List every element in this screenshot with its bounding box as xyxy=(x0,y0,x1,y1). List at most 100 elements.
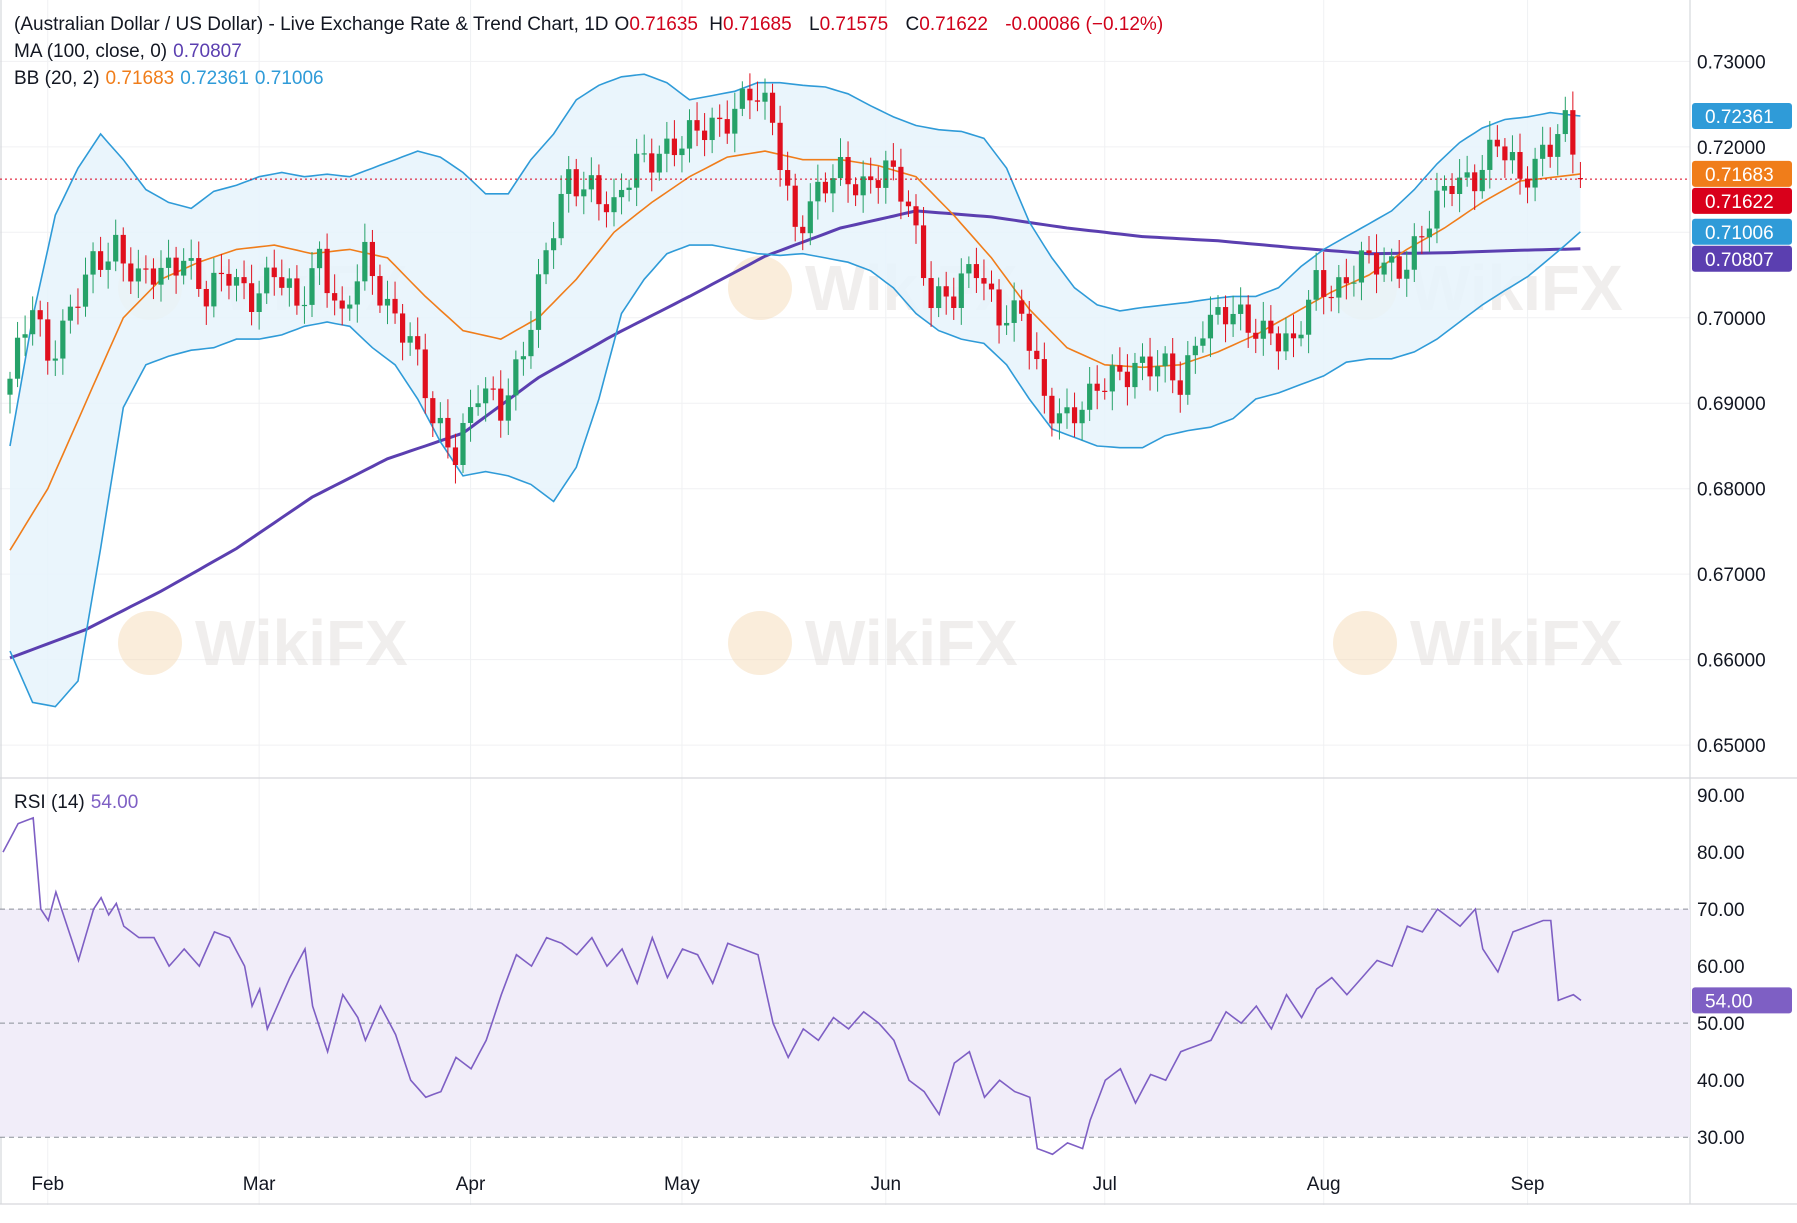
candle xyxy=(384,280,391,325)
candle xyxy=(1411,223,1417,282)
rsi-badge: 54.00 xyxy=(1692,987,1792,1014)
candle-body xyxy=(1441,185,1448,191)
candle xyxy=(1056,398,1063,440)
candle-body xyxy=(1222,307,1229,325)
candle-body xyxy=(943,286,949,297)
watermark-text: WikiFX xyxy=(1410,607,1623,679)
candle-body xyxy=(490,388,496,390)
candle-body xyxy=(1426,228,1432,238)
candle-body xyxy=(649,153,655,173)
candle xyxy=(128,247,134,295)
candle xyxy=(332,274,338,316)
candle xyxy=(1358,241,1365,301)
candle-body xyxy=(581,189,587,197)
candle xyxy=(966,256,972,288)
candle xyxy=(1426,210,1432,253)
rsi-badge-label: 54.00 xyxy=(1705,991,1753,1012)
candle-body xyxy=(1004,322,1010,326)
candle xyxy=(1381,247,1387,282)
bb-upper-path xyxy=(9,73,1581,447)
candle-body xyxy=(203,288,209,307)
watermark-logo-icon xyxy=(728,256,792,320)
candle xyxy=(943,271,949,315)
bb-upper-value: 0.72361 xyxy=(180,68,249,89)
candle xyxy=(98,236,104,278)
candle-body xyxy=(1306,299,1312,335)
candle xyxy=(1192,336,1198,374)
candle xyxy=(656,145,662,181)
candle xyxy=(1494,125,1500,158)
candle-body xyxy=(60,320,66,359)
candle xyxy=(875,166,881,204)
candle-body xyxy=(1321,270,1327,297)
rsi-value: 54.00 xyxy=(90,792,139,813)
candle xyxy=(1457,159,1463,213)
candles xyxy=(7,73,1583,484)
candle-body xyxy=(754,100,761,102)
candle xyxy=(392,281,398,324)
price-badge-bg xyxy=(1692,102,1792,129)
candle-body xyxy=(1419,236,1425,238)
candle xyxy=(218,254,224,292)
candle-body xyxy=(1290,333,1297,339)
candle-body xyxy=(792,185,798,227)
price-badge-bg xyxy=(1692,160,1792,187)
candle xyxy=(1328,285,1334,312)
rsi-tick-label: 40.00 xyxy=(1697,1071,1745,1092)
candle-body xyxy=(1577,178,1583,180)
candle-body xyxy=(558,193,564,239)
candle-body xyxy=(52,358,58,361)
candle xyxy=(203,280,209,325)
candle xyxy=(1049,387,1055,437)
candle-body xyxy=(936,286,942,309)
candle xyxy=(815,164,821,220)
price-badge-label: 0.71006 xyxy=(1705,223,1774,244)
candle xyxy=(1555,124,1561,176)
candle xyxy=(1109,354,1115,411)
candle-body xyxy=(1283,333,1289,352)
candle-body xyxy=(90,251,96,275)
candle xyxy=(1094,365,1100,410)
candle xyxy=(120,227,126,282)
candle xyxy=(724,100,730,144)
candle xyxy=(354,264,360,323)
candle xyxy=(490,376,496,401)
candle xyxy=(1404,251,1410,297)
close-value: 0.71622 xyxy=(919,14,988,35)
candle-body xyxy=(1230,313,1236,325)
price-badge: 0.72361 xyxy=(1692,102,1792,129)
candle-body xyxy=(822,181,828,194)
candle xyxy=(785,151,791,201)
watermark-logo-icon xyxy=(1333,611,1397,675)
candle xyxy=(664,121,670,173)
candle xyxy=(1321,251,1327,315)
candle-body xyxy=(1524,178,1531,188)
candle-body xyxy=(724,119,730,134)
candle-body xyxy=(377,276,383,306)
candle-body xyxy=(958,273,964,308)
candle-body xyxy=(173,257,179,276)
candle xyxy=(1019,289,1025,322)
candle xyxy=(853,177,859,207)
candle-body xyxy=(483,388,489,404)
candle-body xyxy=(1449,185,1455,194)
candle xyxy=(634,138,640,207)
candle xyxy=(1071,392,1078,438)
candle-body xyxy=(686,120,693,149)
bb-label: BB (20, 2) xyxy=(14,68,100,89)
candle xyxy=(717,104,723,137)
candle-body xyxy=(1404,269,1410,279)
candle-body xyxy=(905,201,912,207)
candle-body xyxy=(256,293,262,312)
candle-body xyxy=(301,304,308,307)
candle xyxy=(807,183,813,246)
candle-body xyxy=(75,306,81,308)
candle-body xyxy=(309,268,315,305)
candle xyxy=(641,134,647,163)
candle xyxy=(747,73,753,120)
candle-body xyxy=(452,447,459,466)
candle-body xyxy=(354,281,360,305)
candle-body xyxy=(920,225,927,279)
candle-body xyxy=(785,170,791,186)
